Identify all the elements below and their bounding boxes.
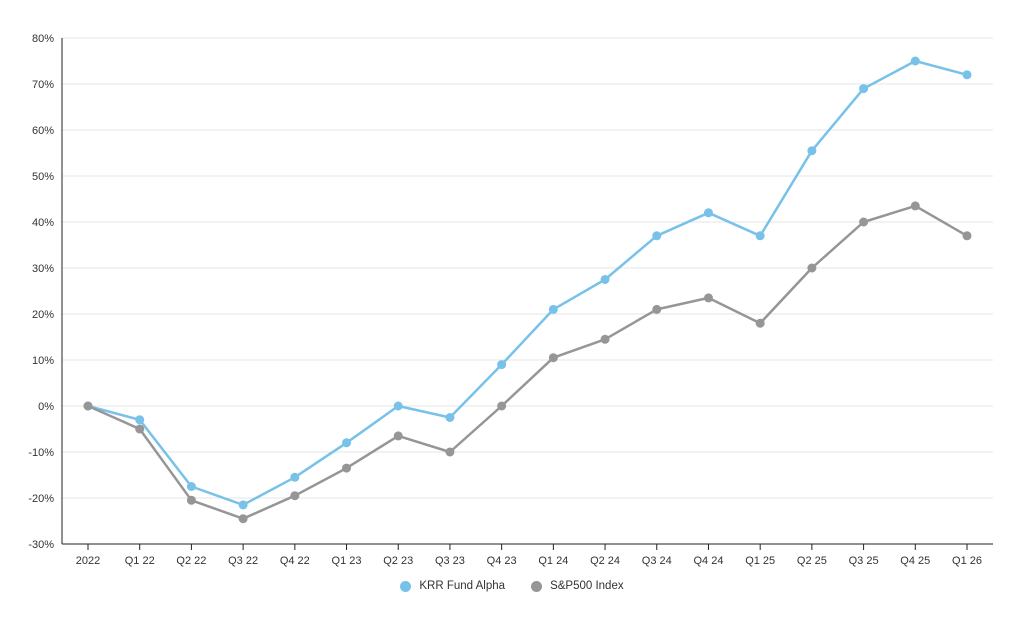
data-point-krr-fund-alpha-q3-23[interactable] [445,413,455,422]
y-axis-tick-label: 40% [32,217,54,229]
data-point-s-p500-index-q3-22[interactable] [238,514,248,524]
x-axis-tick-label: Q2 22 [176,555,206,567]
y-axis-tick-label: 70% [32,79,54,91]
data-point-s-p500-index-q4-22[interactable] [290,491,300,501]
data-point-krr-fund-alpha-q4-25[interactable] [910,56,920,66]
data-point-krr-fund-alpha-q1-26[interactable] [962,70,972,80]
y-axis-tick-label: -20% [28,493,54,505]
data-point-s-p500-index-q3-25[interactable] [859,217,869,227]
legend-label-sp500-index: S&P500 Index [550,579,624,592]
x-axis-tick-label: Q4 23 [487,555,517,567]
series-line-s-p500-index [86,204,969,520]
data-point-s-p500-index-q3-23[interactable] [445,447,455,457]
data-point-krr-fund-alpha-q3-25[interactable] [859,84,869,94]
data-point-s-p500-index-q1-24[interactable] [548,353,558,363]
y-axis-tick-label: 30% [32,263,54,275]
x-axis-tick-label: Q2 24 [590,555,620,567]
data-point-krr-fund-alpha-q2-23[interactable] [393,401,403,411]
data-point-s-p500-index-q1-22[interactable] [135,424,145,434]
y-axis-tick-label: 20% [32,309,54,321]
data-point-krr-fund-alpha-q1-24[interactable] [548,304,558,314]
y-axis-tick-label: -30% [28,539,54,551]
x-axis-tick-label: Q3 25 [849,555,879,567]
data-point-s-p500-index-q4-25[interactable] [910,201,920,211]
x-axis-tick-label: Q2 23 [383,555,413,567]
data-point-s-p500-index-q2-25[interactable] [807,263,817,273]
data-point-krr-fund-alpha-q3-22[interactable] [238,500,248,510]
x-axis-tick-label: Q3 22 [228,555,258,567]
data-point-krr-fund-alpha-q4-22[interactable] [290,472,300,482]
legend-marker-icon [531,580,543,592]
data-point-s-p500-index-q3-24[interactable] [652,304,662,314]
data-point-krr-fund-alpha-q2-25[interactable] [807,146,817,156]
y-axis-tick-label: 0% [38,401,54,413]
x-axis-tick-label: Q1 25 [745,555,775,567]
data-point-s-p500-index-q1-25[interactable] [755,318,765,328]
series-line-krr-fund-alpha [86,59,969,507]
data-point-krr-fund-alpha-q3-24[interactable] [652,231,662,241]
data-point-s-p500-index-q2-22[interactable] [186,495,196,505]
x-axis-tick-label: Q3 23 [435,555,465,567]
data-point-s-p500-index-q2-23[interactable] [393,431,403,441]
x-axis-tick-label: Q1 24 [538,555,568,567]
y-axis-tick-label: 50% [32,171,54,183]
legend-label-krr-fund-alpha: KRR Fund Alpha [419,579,506,592]
data-point-s-p500-index-2022[interactable] [83,401,93,411]
y-axis-tick-label: -10% [28,447,54,459]
data-point-krr-fund-alpha-q4-23[interactable] [497,360,507,370]
x-axis-tick-label: Q1 22 [125,555,155,567]
data-point-krr-fund-alpha-q1-25[interactable] [755,231,765,241]
x-axis-tick-label: Q2 25 [797,555,827,567]
legend-item-krr-fund-alpha[interactable]: KRR Fund Alpha [400,579,506,593]
y-axis-tick-label: 10% [32,355,54,367]
x-axis-tick-label: Q1 23 [332,555,362,567]
data-point-krr-fund-alpha-q2-22[interactable] [186,482,196,491]
legend-item-sp500-index[interactable]: S&P500 Index [531,579,624,593]
legend: KRR Fund Alpha S&P500 Index [0,579,1024,593]
x-axis-tick-label: Q1 26 [952,555,982,567]
data-point-krr-fund-alpha-q1-23[interactable] [342,438,352,448]
x-axis-tick-label: 2022 [76,555,100,567]
data-point-s-p500-index-q4-23[interactable] [497,401,507,411]
data-point-s-p500-index-q2-24[interactable] [600,334,610,344]
data-point-s-p500-index-q1-23[interactable] [342,463,352,473]
y-axis-tick-label: 60% [32,125,54,137]
x-axis-tick-label: Q4 25 [900,555,930,567]
y-axis-tick-label: 80% [32,33,54,45]
x-axis-tick-label: Q3 24 [642,555,672,567]
legend-marker-icon [400,580,412,592]
data-point-krr-fund-alpha-q4-24[interactable] [703,208,713,218]
data-point-s-p500-index-q1-26[interactable] [962,231,972,241]
x-axis-tick-label: Q4 24 [693,555,723,567]
x-axis-tick-label: Q4 22 [280,555,310,567]
data-point-s-p500-index-q4-24[interactable] [703,293,713,303]
data-point-krr-fund-alpha-q1-22[interactable] [135,415,145,425]
data-point-krr-fund-alpha-q2-24[interactable] [600,275,610,284]
